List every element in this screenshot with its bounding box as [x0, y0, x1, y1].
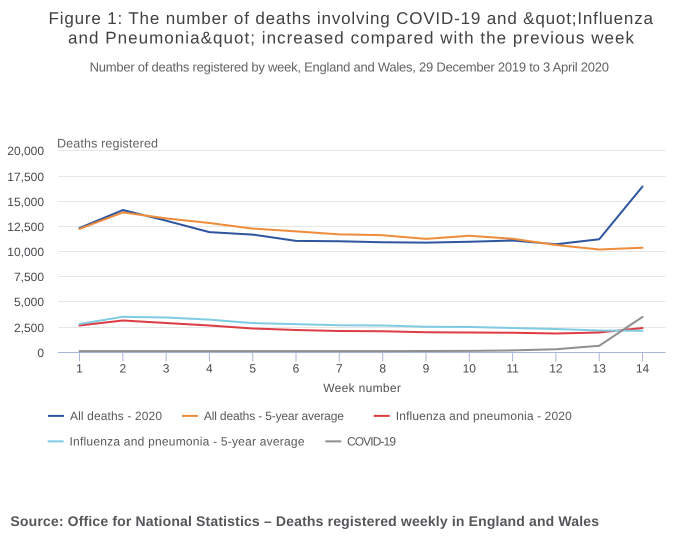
svg-text:Influenza and pneumonia - 2020: Influenza and pneumonia - 2020: [396, 409, 572, 423]
svg-text:8: 8: [379, 361, 386, 375]
svg-text:Week number: Week number: [323, 381, 401, 395]
svg-text:3: 3: [163, 361, 170, 375]
svg-text:Number of deaths registered by: Number of deaths registered by week, Eng…: [90, 59, 609, 74]
svg-text:12,500: 12,500: [7, 220, 44, 234]
svg-text:1: 1: [76, 361, 83, 375]
svg-text:20,000: 20,000: [7, 144, 44, 158]
svg-text:7,500: 7,500: [14, 270, 44, 284]
svg-text:14: 14: [636, 361, 650, 375]
svg-text:All deaths - 5-year average: All deaths - 5-year average: [204, 409, 344, 423]
svg-text:17,500: 17,500: [7, 170, 44, 184]
svg-text:COVID-19: COVID-19: [347, 435, 396, 449]
svg-text:13: 13: [593, 361, 607, 375]
svg-text:Influenza and pneumonia - 5-ye: Influenza and pneumonia - 5-year average: [70, 435, 305, 449]
svg-text:All deaths - 2020: All deaths - 2020: [70, 409, 162, 423]
svg-text:Source: Office for National St: Source: Office for National Statistics –…: [10, 513, 599, 529]
svg-text:11: 11: [506, 361, 519, 375]
svg-text:4: 4: [206, 361, 213, 375]
svg-text:Figure 1: The number of deaths: Figure 1: The number of deaths involving…: [49, 9, 654, 28]
svg-text:6: 6: [293, 361, 300, 375]
svg-text:and Pneumonia&quot; increased: and Pneumonia&quot; increased compared w…: [68, 29, 635, 48]
svg-text:5,000: 5,000: [14, 295, 44, 309]
svg-text:0: 0: [37, 346, 44, 360]
svg-text:5: 5: [249, 361, 256, 375]
svg-text:12: 12: [549, 361, 563, 375]
svg-text:7: 7: [336, 361, 343, 375]
svg-text:2: 2: [119, 361, 126, 375]
svg-text:10,000: 10,000: [7, 245, 44, 259]
svg-text:2,500: 2,500: [14, 321, 44, 335]
svg-text:10: 10: [463, 361, 477, 375]
svg-text:Deaths registered: Deaths registered: [57, 137, 158, 151]
svg-text:15,000: 15,000: [7, 195, 44, 209]
svg-text:9: 9: [423, 361, 430, 375]
